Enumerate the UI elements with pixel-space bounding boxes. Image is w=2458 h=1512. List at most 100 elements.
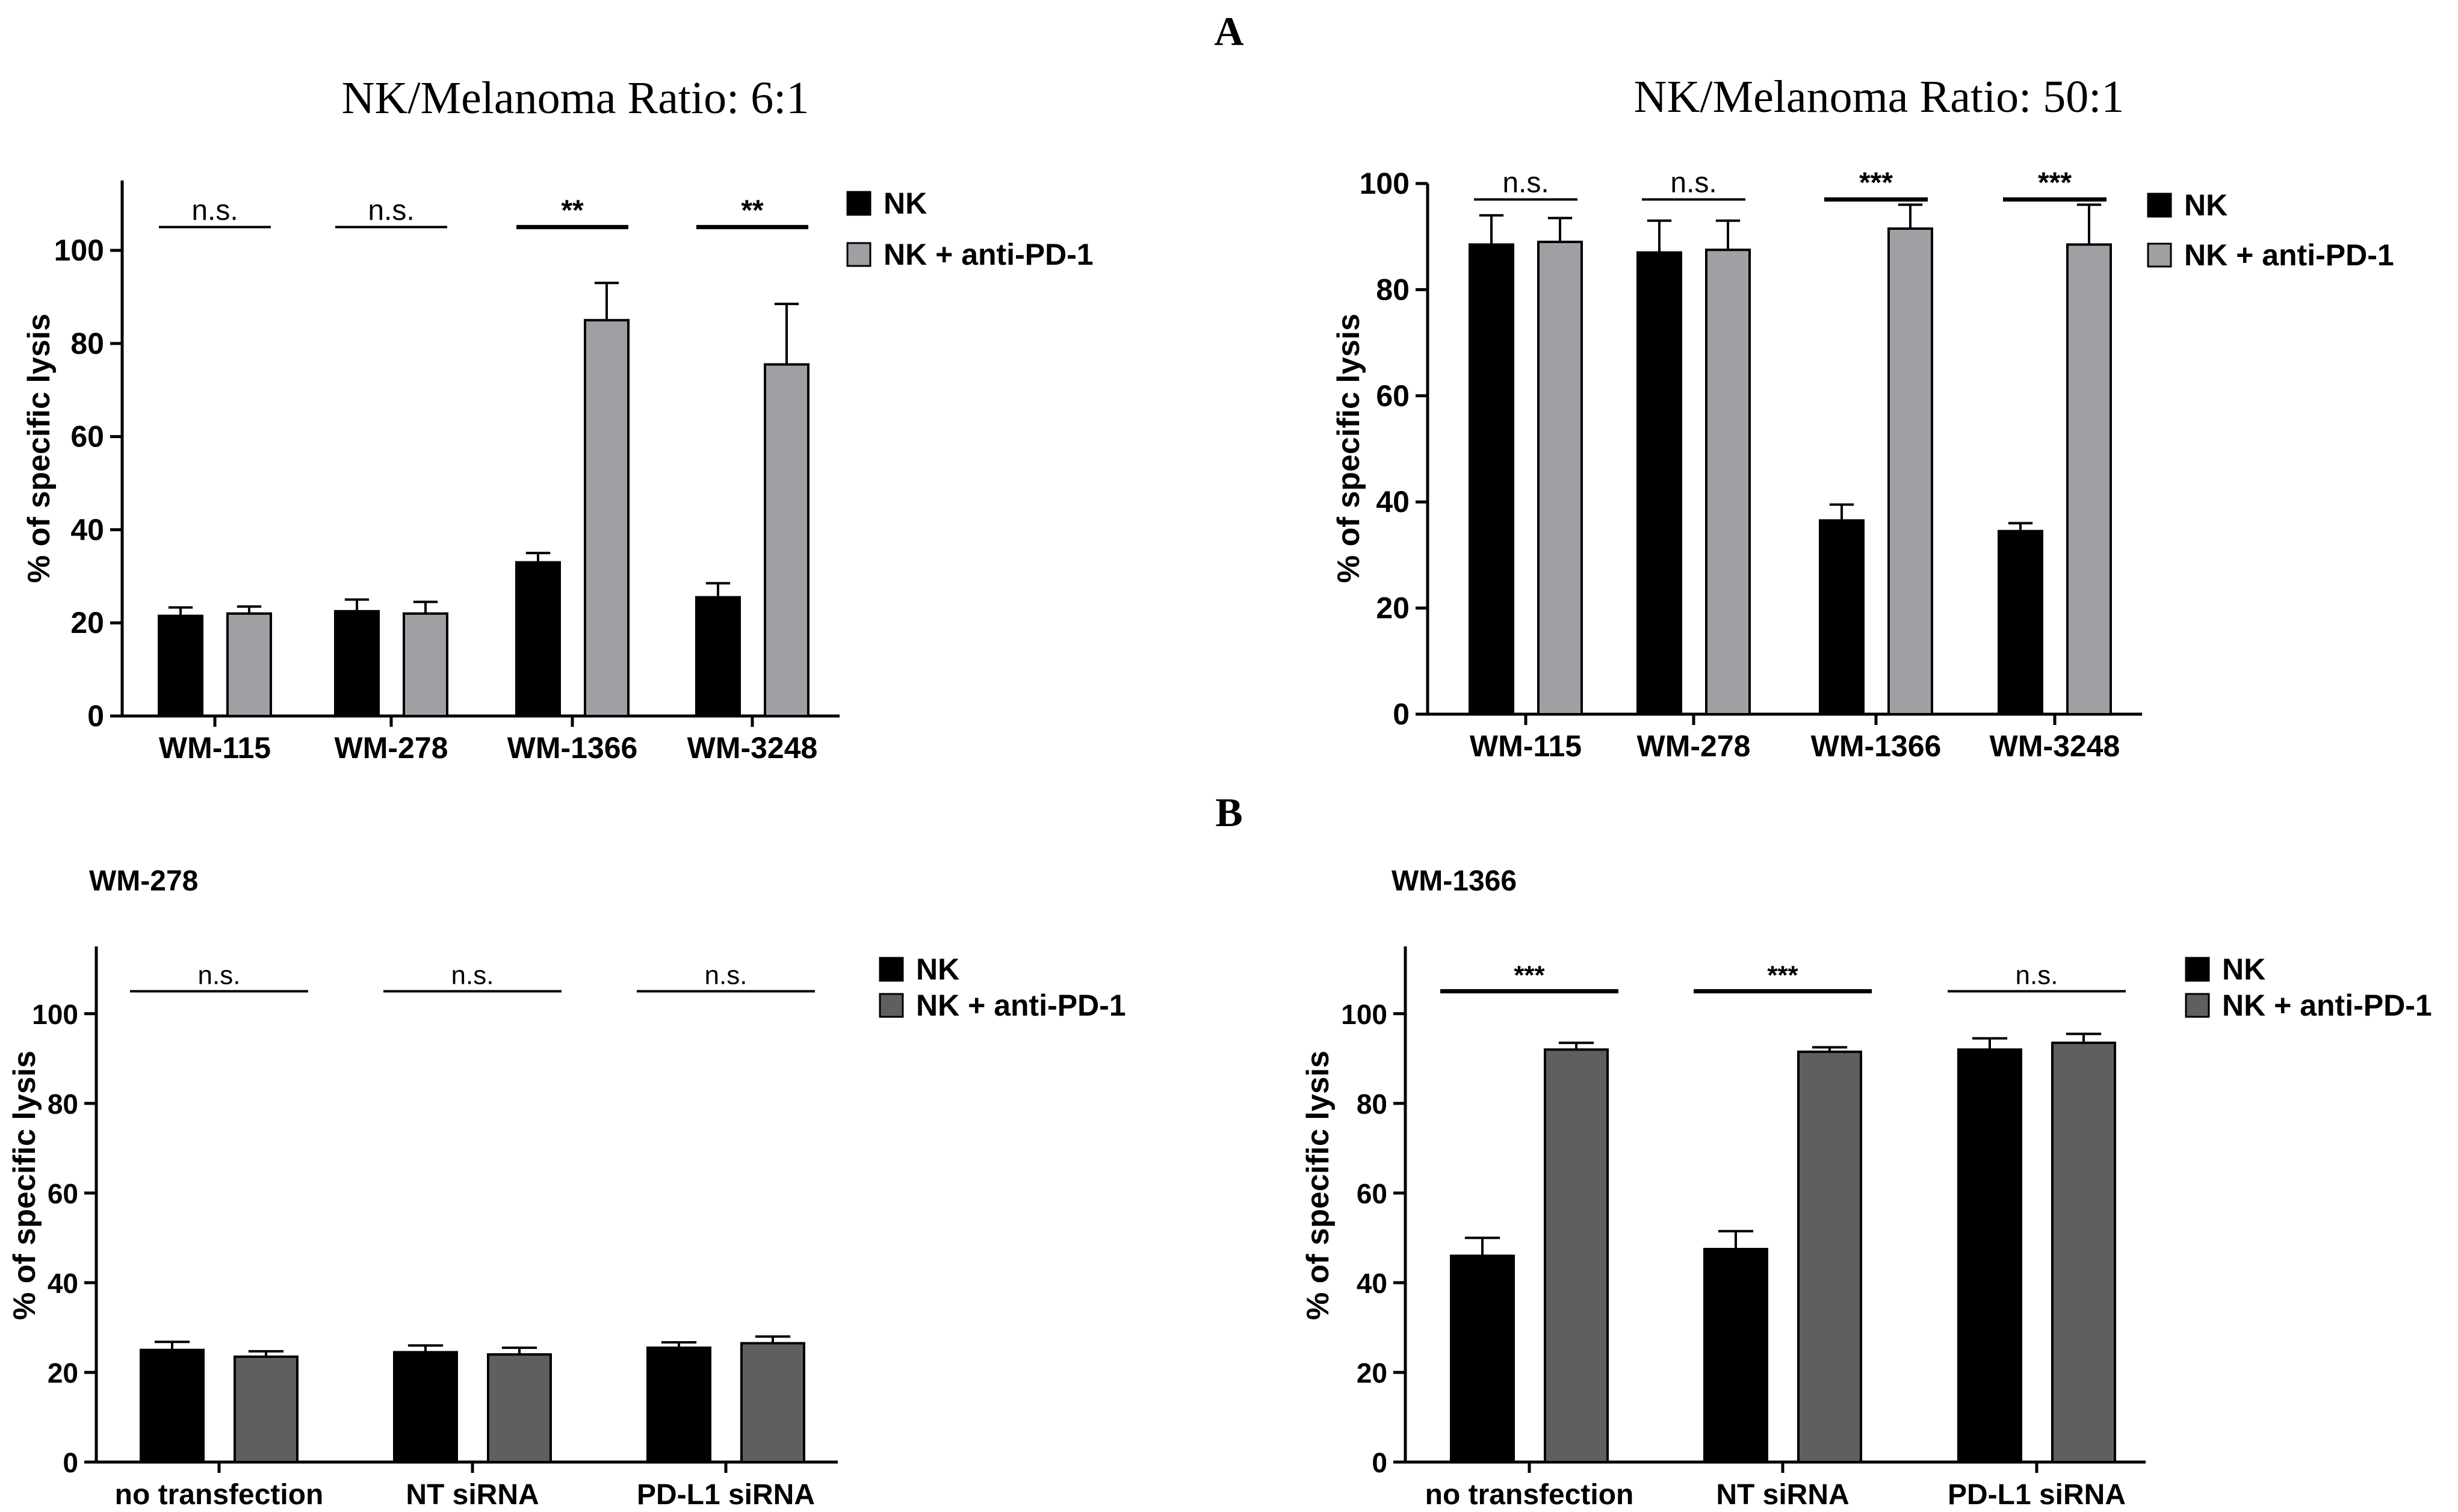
chart-a2: NK/Melanoma Ratio: 50:1 % of specific lys… (1331, 72, 2394, 763)
y-tick-label: 20 (70, 606, 104, 640)
bar-anti-pd1 (764, 363, 810, 717)
y-tick-label: 100 (1341, 999, 1387, 1030)
legend-swatch-anti-pd1 (879, 993, 904, 1018)
x-tick-label: WM-1366 (1811, 729, 1942, 763)
y-axis-label: % of specific lysis (22, 313, 57, 583)
bar-nk (1636, 251, 1682, 716)
y-tick-label: 80 (70, 327, 104, 360)
bar-nk (158, 614, 203, 718)
legend-swatch-nk (2185, 957, 2210, 982)
bar-nk (515, 561, 561, 718)
x-tick-label: PD-L1 siRNA (1948, 1479, 2126, 1511)
x-tick-label: WM-278 (1637, 729, 1751, 763)
legend-label-nk: NK (2184, 188, 2227, 222)
panel-b-label: B (1215, 789, 1242, 835)
bar-anti-pd1 (403, 612, 448, 717)
y-tick-label: 60 (70, 420, 104, 454)
y-tick-label: 0 (1393, 697, 1410, 731)
y-tick-label: 20 (1357, 1357, 1387, 1389)
bar-anti-pd1 (1887, 227, 1933, 716)
x-tick-label: WM-115 (159, 731, 271, 765)
chart-a1: NK/Melanoma Ratio: 6:1 % of specific lysi… (22, 73, 1094, 765)
bar-nk (1819, 519, 1865, 715)
x-tick-label: WM-115 (1470, 729, 1582, 763)
charts-layer: NK/Melanoma Ratio: 6:1 % of specific lysi… (7, 72, 2432, 1511)
significance-label: n.s. (705, 961, 748, 990)
legend-label-nk: NK (916, 952, 959, 986)
significance-label: n.s. (451, 961, 494, 990)
x-tick-label: NT siRNA (406, 1479, 539, 1511)
bar-nk (1469, 243, 1514, 715)
legend-swatch-anti-pd1 (2147, 242, 2172, 268)
chart-title: WM-278 (89, 865, 198, 897)
y-axis-label: % of specific lysis (1331, 313, 1366, 583)
legend-swatch-anti-pd1 (2185, 993, 2210, 1018)
y-tick-label: 60 (48, 1178, 78, 1209)
y-tick-label: 40 (1376, 485, 1410, 519)
x-tick-label: no transfection (1425, 1479, 1634, 1511)
bar-anti-pd1 (226, 612, 272, 717)
x-tick-label: WM-3248 (687, 731, 818, 765)
legend-label-anti-pd1: NK + anti-PD-1 (916, 989, 1126, 1022)
y-tick-label: 20 (1376, 591, 1410, 625)
y-tick-label: 40 (70, 513, 104, 546)
chart-title: WM-1366 (1392, 865, 1517, 897)
y-tick-label: 0 (87, 699, 104, 733)
significance-label: n.s. (191, 194, 238, 226)
legend-label-anti-pd1: NK + anti-PD-1 (2184, 238, 2394, 272)
bar-nk (1703, 1248, 1768, 1463)
legend-swatch-anti-pd1 (846, 242, 871, 267)
bar-anti-pd1 (2066, 243, 2112, 715)
x-tick-label: NT siRNA (1716, 1479, 1849, 1511)
bar-nk (140, 1348, 205, 1463)
significance-label: n.s. (2016, 961, 2058, 990)
chart-b2: WM-1366 % of specific lysis 0 20 40 60 80 100 no… (1301, 865, 2432, 1511)
bar-anti-pd1 (1705, 248, 1751, 715)
y-tick-label: 60 (1376, 379, 1410, 413)
y-tick-label: 0 (63, 1447, 78, 1478)
x-tick-label: no transfection (115, 1479, 324, 1511)
significance-label: n.s. (198, 961, 241, 990)
significance-label: *** (1514, 961, 1545, 990)
y-tick-label: 80 (1357, 1088, 1387, 1120)
y-tick-label: 100 (32, 999, 78, 1030)
significance-label: n.s. (1670, 167, 1717, 199)
chart-title: NK/Melanoma Ratio: 6:1 (342, 73, 810, 123)
significance-label: *** (2038, 167, 2072, 199)
x-tick-label: PD-L1 siRNA (637, 1479, 815, 1511)
panel-a-label: A (1214, 8, 1243, 54)
bar-anti-pd1 (2051, 1041, 2116, 1463)
bar-nk (646, 1346, 711, 1463)
y-tick-label: 0 (1372, 1447, 1387, 1478)
bar-nk (1998, 529, 2043, 716)
significance-label: n.s. (368, 194, 414, 226)
legend-label-anti-pd1: NK + anti-PD-1 (884, 238, 1094, 271)
bar-nk (1450, 1254, 1515, 1463)
y-axis-label: % of specific lysis (1301, 1051, 1336, 1320)
y-axis-label: % of specific lysis (7, 1051, 42, 1320)
y-tick-label: 80 (48, 1088, 78, 1120)
legend-label-nk: NK (2222, 952, 2265, 986)
significance-label: ** (741, 194, 764, 226)
bar-anti-pd1 (740, 1342, 805, 1463)
bar-anti-pd1 (584, 319, 630, 717)
y-tick-label: 60 (1357, 1178, 1387, 1209)
y-tick-label: 40 (48, 1268, 78, 1299)
legend-swatch-nk (2147, 193, 2172, 218)
chart-title: NK/Melanoma Ratio: 50:1 (1634, 72, 2125, 122)
y-tick-label: 20 (48, 1357, 78, 1389)
bar-anti-pd1 (1797, 1051, 1862, 1463)
bar-anti-pd1 (1537, 241, 1583, 715)
y-tick-label: 80 (1376, 273, 1410, 306)
bar-nk (695, 596, 741, 717)
x-tick-label: WM-3248 (1990, 729, 2120, 763)
bar-anti-pd1 (234, 1355, 299, 1464)
y-tick-label: 100 (1360, 167, 1410, 200)
significance-label: ** (561, 194, 584, 226)
chart-b1: WM-278 % of specific lysis 0 20 40 60 80 100 no … (7, 865, 1126, 1511)
y-tick-label: 100 (54, 233, 104, 267)
significance-label: *** (1767, 961, 1798, 990)
bar-anti-pd1 (1544, 1048, 1609, 1463)
x-tick-label: WM-1366 (507, 731, 638, 765)
